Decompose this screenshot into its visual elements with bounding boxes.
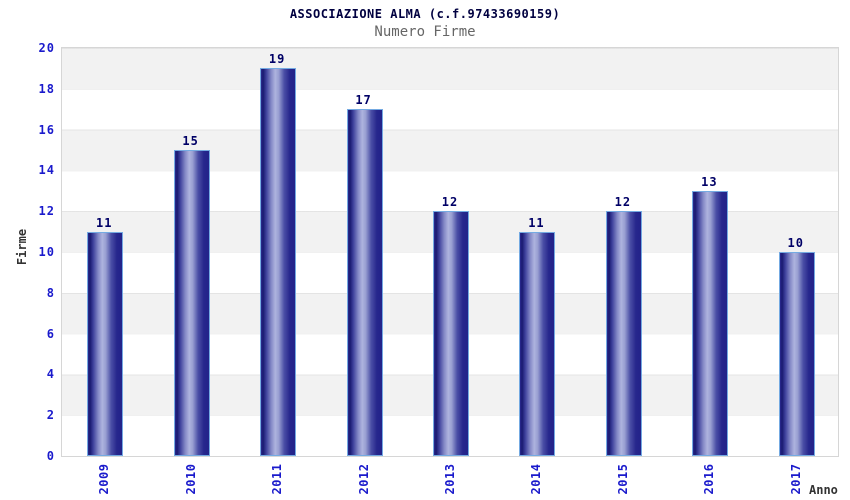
bar-value-label: 15: [182, 134, 199, 148]
y-tick-label: 2: [46, 408, 55, 423]
y-tick-label: 16: [38, 122, 55, 137]
x-tick-label: 2013: [443, 463, 457, 495]
y-tick-label: 8: [46, 285, 55, 300]
plot-area: [61, 47, 839, 457]
bar: [605, 211, 642, 456]
bar-value-label: 11: [95, 215, 113, 230]
bar-value-label: 13: [701, 174, 718, 189]
x-tick-label: 2017: [788, 463, 803, 495]
y-tick-label: 6: [46, 326, 55, 341]
bar-value-label: 12: [614, 195, 632, 210]
bar: [87, 231, 124, 456]
bar-value-label: 19: [268, 52, 286, 67]
y-tick-label: 10: [38, 245, 55, 259]
bar: [260, 68, 297, 456]
x-tick-label: 2012: [356, 463, 371, 495]
x-tick-label: 2016: [702, 463, 717, 495]
bar-value-label: 17: [355, 93, 372, 108]
bar: [519, 231, 556, 456]
bar-value-label: 11: [528, 215, 545, 230]
y-tick-label: 18: [38, 81, 55, 96]
x-tick-label: 2014: [529, 463, 544, 495]
bar: [692, 190, 729, 456]
bar: [346, 109, 383, 456]
x-tick-label: 2015: [615, 463, 630, 495]
bar-value-label: 10: [787, 236, 804, 250]
chart-subtitle: Numero Firme: [374, 24, 476, 40]
chart-title: ASSOCIAZIONE ALMA (c.f.97433690159): [289, 7, 561, 21]
bar-value-label: 12: [441, 195, 459, 210]
bar: [778, 252, 815, 456]
x-tick-label: 2010: [183, 463, 198, 495]
x-tick-label: 2011: [270, 463, 285, 495]
y-tick-label: 14: [38, 163, 55, 178]
y-tick-label: 12: [38, 204, 55, 219]
x-tick-label: 2009: [97, 463, 112, 495]
y-tick-label: 20: [38, 41, 55, 55]
y-tick-label: 0: [46, 449, 55, 463]
bar: [433, 211, 469, 456]
bar: [173, 150, 210, 456]
y-tick-label: 4: [46, 367, 55, 382]
x-axis-title: Anno: [809, 483, 838, 497]
